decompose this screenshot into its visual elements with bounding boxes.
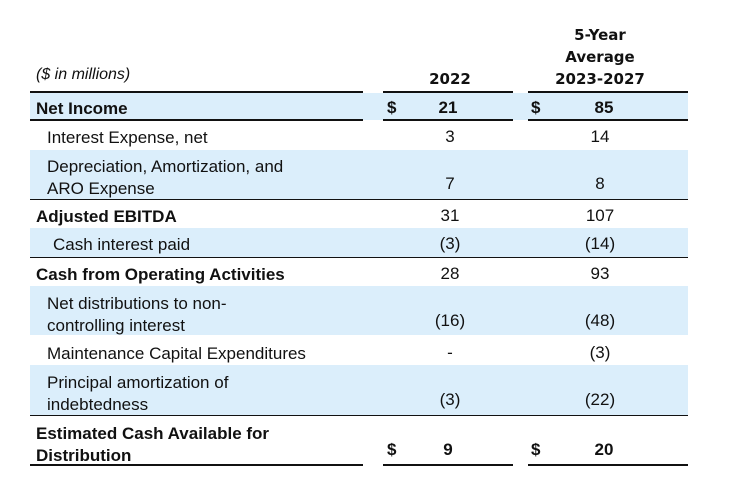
row-band-cash-interest [30, 228, 688, 257]
row-label-cash-available-line2: Distribution [36, 446, 132, 465]
value-2022-maintenance-capex: - [447, 343, 453, 362]
row-label-adjusted-ebitda: Adjusted EBITDA [36, 207, 177, 226]
value-avg-net-distributions: (48) [584, 311, 616, 330]
value-2022-depreciation: 7 [445, 174, 455, 193]
rule-depreciation [30, 199, 688, 200]
value-2022-cash-interest-paid: (3) [439, 234, 461, 253]
column-header-5yr-line1: 5-Year [574, 26, 626, 44]
column-header-5yr-line3: 2023-2027 [555, 70, 645, 88]
value-2022-cash-available: 9 [443, 440, 453, 459]
rule-header [383, 91, 513, 93]
row-label-principal-line2: indebtedness [47, 395, 149, 414]
row-band-net-income [30, 93, 688, 120]
row-label-interest-expense: Interest Expense, net [47, 128, 208, 147]
rule-net-income [383, 119, 513, 121]
rule-header [30, 91, 363, 93]
dollar-sign: $ [531, 98, 541, 117]
row-label-net-distributions-line1: Net distributions to non- [47, 294, 227, 313]
column-header-2022: 2022 [429, 70, 471, 88]
row-label-net-income: Net Income [36, 99, 128, 118]
value-avg-cash-available: 20 [594, 440, 614, 459]
rule-header [528, 91, 688, 93]
rule-total [528, 464, 688, 466]
value-2022-principal: (3) [439, 390, 461, 409]
dollar-sign: $ [531, 440, 541, 459]
row-label-principal-line1: Principal amortization of [47, 373, 229, 392]
value-avg-principal: (22) [584, 390, 616, 409]
value-2022-adjusted-ebitda: 31 [440, 206, 460, 225]
dollar-sign: $ [387, 98, 397, 117]
value-avg-net-income: 85 [594, 98, 614, 117]
value-avg-interest-expense: 14 [590, 127, 610, 146]
row-band-net-distributions [30, 286, 688, 335]
dollar-sign: $ [387, 440, 397, 459]
value-avg-depreciation: 8 [595, 174, 605, 193]
row-label-cash-interest-paid: Cash interest paid [53, 235, 191, 254]
row-label-depreciation-line2: ARO Expense [47, 179, 155, 198]
rule-total [30, 464, 363, 466]
value-avg-cash-interest-paid: (14) [584, 234, 616, 253]
row-band-principal [30, 365, 688, 415]
value-2022-interest-expense: 3 [445, 127, 455, 146]
value-2022-cash-from-operations: 28 [440, 264, 460, 283]
row-label-depreciation-line1: Depreciation, Amortization, and [47, 157, 284, 176]
units-label: ($ in millions) [36, 66, 131, 83]
value-avg-adjusted-ebitda: 107 [585, 206, 615, 225]
rule-net-income [528, 119, 688, 121]
rule-principal [30, 415, 688, 416]
rule-cash-interest [30, 257, 688, 258]
rule-net-income [30, 119, 363, 121]
row-label-maintenance-capex: Maintenance Capital Expenditures [47, 344, 306, 363]
value-2022-net-distributions: (16) [434, 311, 466, 330]
value-avg-maintenance-capex: (3) [589, 343, 611, 362]
row-label-cash-available-line1: Estimated Cash Available for [36, 424, 270, 443]
row-label-cash-from-operations: Cash from Operating Activities [36, 265, 285, 284]
column-header-5yr-line2: Average [565, 48, 635, 66]
value-avg-cash-from-operations: 93 [590, 264, 610, 283]
rule-total [383, 464, 513, 466]
row-label-net-distributions-line2: controlling interest [47, 316, 185, 335]
value-2022-net-income: 21 [438, 98, 458, 117]
row-band-depreciation [30, 150, 688, 199]
